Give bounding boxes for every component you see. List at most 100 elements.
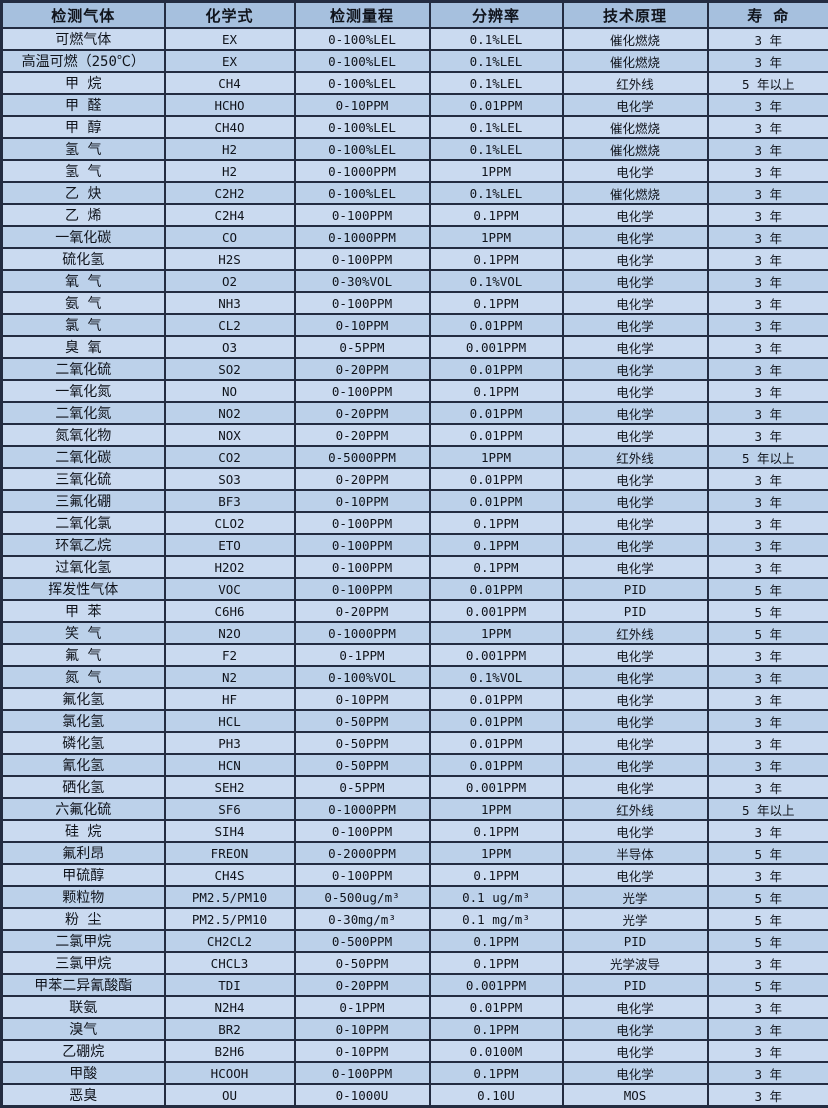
gas-name-cell: 高温可燃（250℃）: [2, 50, 165, 72]
header-resolution: 分辨率: [430, 2, 563, 29]
formula-cell: EX: [165, 50, 295, 72]
gas-name-cell: 三氟化硼: [2, 490, 165, 512]
range-cell: 0-100PPM: [295, 292, 430, 314]
formula-cell: CLO2: [165, 512, 295, 534]
table-row: 三氧化硫 SO3 0-20PPM 0.01PPM 电化学 3 年: [2, 468, 828, 490]
range-cell: 0-100PPM: [295, 820, 430, 842]
range-cell: 0-100%VOL: [295, 666, 430, 688]
table-row: 溴气 BR2 0-10PPM 0.1PPM 电化学 3 年: [2, 1018, 828, 1040]
resolution-cell: 0.1PPM: [430, 380, 563, 402]
principle-cell: 光学波导: [563, 952, 708, 974]
header-lifespan: 寿 命: [708, 2, 828, 29]
resolution-cell: 0.01PPM: [430, 754, 563, 776]
principle-cell: 电化学: [563, 1062, 708, 1084]
range-cell: 0-100PPM: [295, 1062, 430, 1084]
header-range: 检测量程: [295, 2, 430, 29]
gas-name-cell: 氰化氢: [2, 754, 165, 776]
formula-cell: B2H6: [165, 1040, 295, 1062]
table-row: 乙硼烷 B2H6 0-10PPM 0.0100M 电化学 3 年: [2, 1040, 828, 1062]
range-cell: 0-10PPM: [295, 1040, 430, 1062]
resolution-cell: 0.1PPM: [430, 556, 563, 578]
table-row: 一氧化氮 NO 0-100PPM 0.1PPM 电化学 3 年: [2, 380, 828, 402]
formula-cell: BR2: [165, 1018, 295, 1040]
resolution-cell: 0.01PPM: [430, 424, 563, 446]
lifespan-cell: 3 年: [708, 204, 828, 226]
lifespan-cell: 3 年: [708, 864, 828, 886]
range-cell: 0-30%VOL: [295, 270, 430, 292]
resolution-cell: 0.1PPM: [430, 1018, 563, 1040]
table-row: 臭 氧 O3 0-5PPM 0.001PPM 电化学 3 年: [2, 336, 828, 358]
resolution-cell: 0.1PPM: [430, 1062, 563, 1084]
formula-cell: TDI: [165, 974, 295, 996]
principle-cell: 电化学: [563, 1018, 708, 1040]
formula-cell: NO2: [165, 402, 295, 424]
resolution-cell: 0.1 mg/m³: [430, 908, 563, 930]
table-row: 三氯甲烷 CHCL3 0-50PPM 0.1PPM 光学波导 3 年: [2, 952, 828, 974]
lifespan-cell: 3 年: [708, 512, 828, 534]
lifespan-cell: 3 年: [708, 270, 828, 292]
formula-cell: SO2: [165, 358, 295, 380]
principle-cell: 催化燃烧: [563, 28, 708, 50]
principle-cell: 电化学: [563, 1040, 708, 1062]
formula-cell: H2O2: [165, 556, 295, 578]
range-cell: 0-100PPM: [295, 556, 430, 578]
gas-name-cell: 一氧化碳: [2, 226, 165, 248]
formula-cell: N2H4: [165, 996, 295, 1018]
resolution-cell: 0.01PPM: [430, 358, 563, 380]
gas-name-cell: 硅 烷: [2, 820, 165, 842]
formula-cell: CH4: [165, 72, 295, 94]
lifespan-cell: 5 年以上: [708, 798, 828, 820]
table-row: 硅 烷 SIH4 0-100PPM 0.1PPM 电化学 3 年: [2, 820, 828, 842]
lifespan-cell: 5 年: [708, 930, 828, 952]
principle-cell: PID: [563, 600, 708, 622]
table-row: 氮 气 N2 0-100%VOL 0.1%VOL 电化学 3 年: [2, 666, 828, 688]
formula-cell: NH3: [165, 292, 295, 314]
gas-name-cell: 氮氧化物: [2, 424, 165, 446]
formula-cell: CO: [165, 226, 295, 248]
lifespan-cell: 3 年: [708, 380, 828, 402]
resolution-cell: 0.001PPM: [430, 974, 563, 996]
range-cell: 0-10PPM: [295, 490, 430, 512]
range-cell: 0-1000U: [295, 1084, 430, 1107]
table-row: 氮氧化物 NOX 0-20PPM 0.01PPM 电化学 3 年: [2, 424, 828, 446]
range-cell: 0-1PPM: [295, 644, 430, 666]
table-row: 乙 烯 C2H4 0-100PPM 0.1PPM 电化学 3 年: [2, 204, 828, 226]
formula-cell: CHCL3: [165, 952, 295, 974]
formula-cell: PM2.5/PM10: [165, 886, 295, 908]
formula-cell: CH4O: [165, 116, 295, 138]
formula-cell: EX: [165, 28, 295, 50]
formula-cell: C6H6: [165, 600, 295, 622]
range-cell: 0-100PPM: [295, 204, 430, 226]
resolution-cell: 0.1PPM: [430, 248, 563, 270]
resolution-cell: 1PPM: [430, 842, 563, 864]
lifespan-cell: 5 年: [708, 974, 828, 996]
table-row: 氰化氢 HCN 0-50PPM 0.01PPM 电化学 3 年: [2, 754, 828, 776]
resolution-cell: 1PPM: [430, 160, 563, 182]
table-header: 检测气体 化学式 检测量程 分辨率 技术原理 寿 命: [2, 2, 828, 29]
resolution-cell: 0.1%LEL: [430, 28, 563, 50]
gas-name-cell: 氟 气: [2, 644, 165, 666]
table-row: 挥发性气体 VOC 0-100PPM 0.01PPM PID 5 年: [2, 578, 828, 600]
gas-name-cell: 甲 醇: [2, 116, 165, 138]
gas-name-cell: 环氧乙烷: [2, 534, 165, 556]
formula-cell: VOC: [165, 578, 295, 600]
resolution-cell: 0.1%LEL: [430, 182, 563, 204]
formula-cell: SEH2: [165, 776, 295, 798]
range-cell: 0-100%LEL: [295, 116, 430, 138]
gas-name-cell: 二氯甲烷: [2, 930, 165, 952]
principle-cell: 电化学: [563, 644, 708, 666]
table-row: 联氨 N2H4 0-1PPM 0.01PPM 电化学 3 年: [2, 996, 828, 1018]
principle-cell: 电化学: [563, 358, 708, 380]
formula-cell: HF: [165, 688, 295, 710]
formula-cell: SO3: [165, 468, 295, 490]
principle-cell: 红外线: [563, 72, 708, 94]
principle-cell: 电化学: [563, 424, 708, 446]
formula-cell: C2H2: [165, 182, 295, 204]
range-cell: 0-100PPM: [295, 534, 430, 556]
gas-name-cell: 氯化氢: [2, 710, 165, 732]
gas-name-cell: 乙 炔: [2, 182, 165, 204]
principle-cell: 红外线: [563, 798, 708, 820]
gas-name-cell: 甲 醛: [2, 94, 165, 116]
principle-cell: 电化学: [563, 468, 708, 490]
lifespan-cell: 3 年: [708, 94, 828, 116]
